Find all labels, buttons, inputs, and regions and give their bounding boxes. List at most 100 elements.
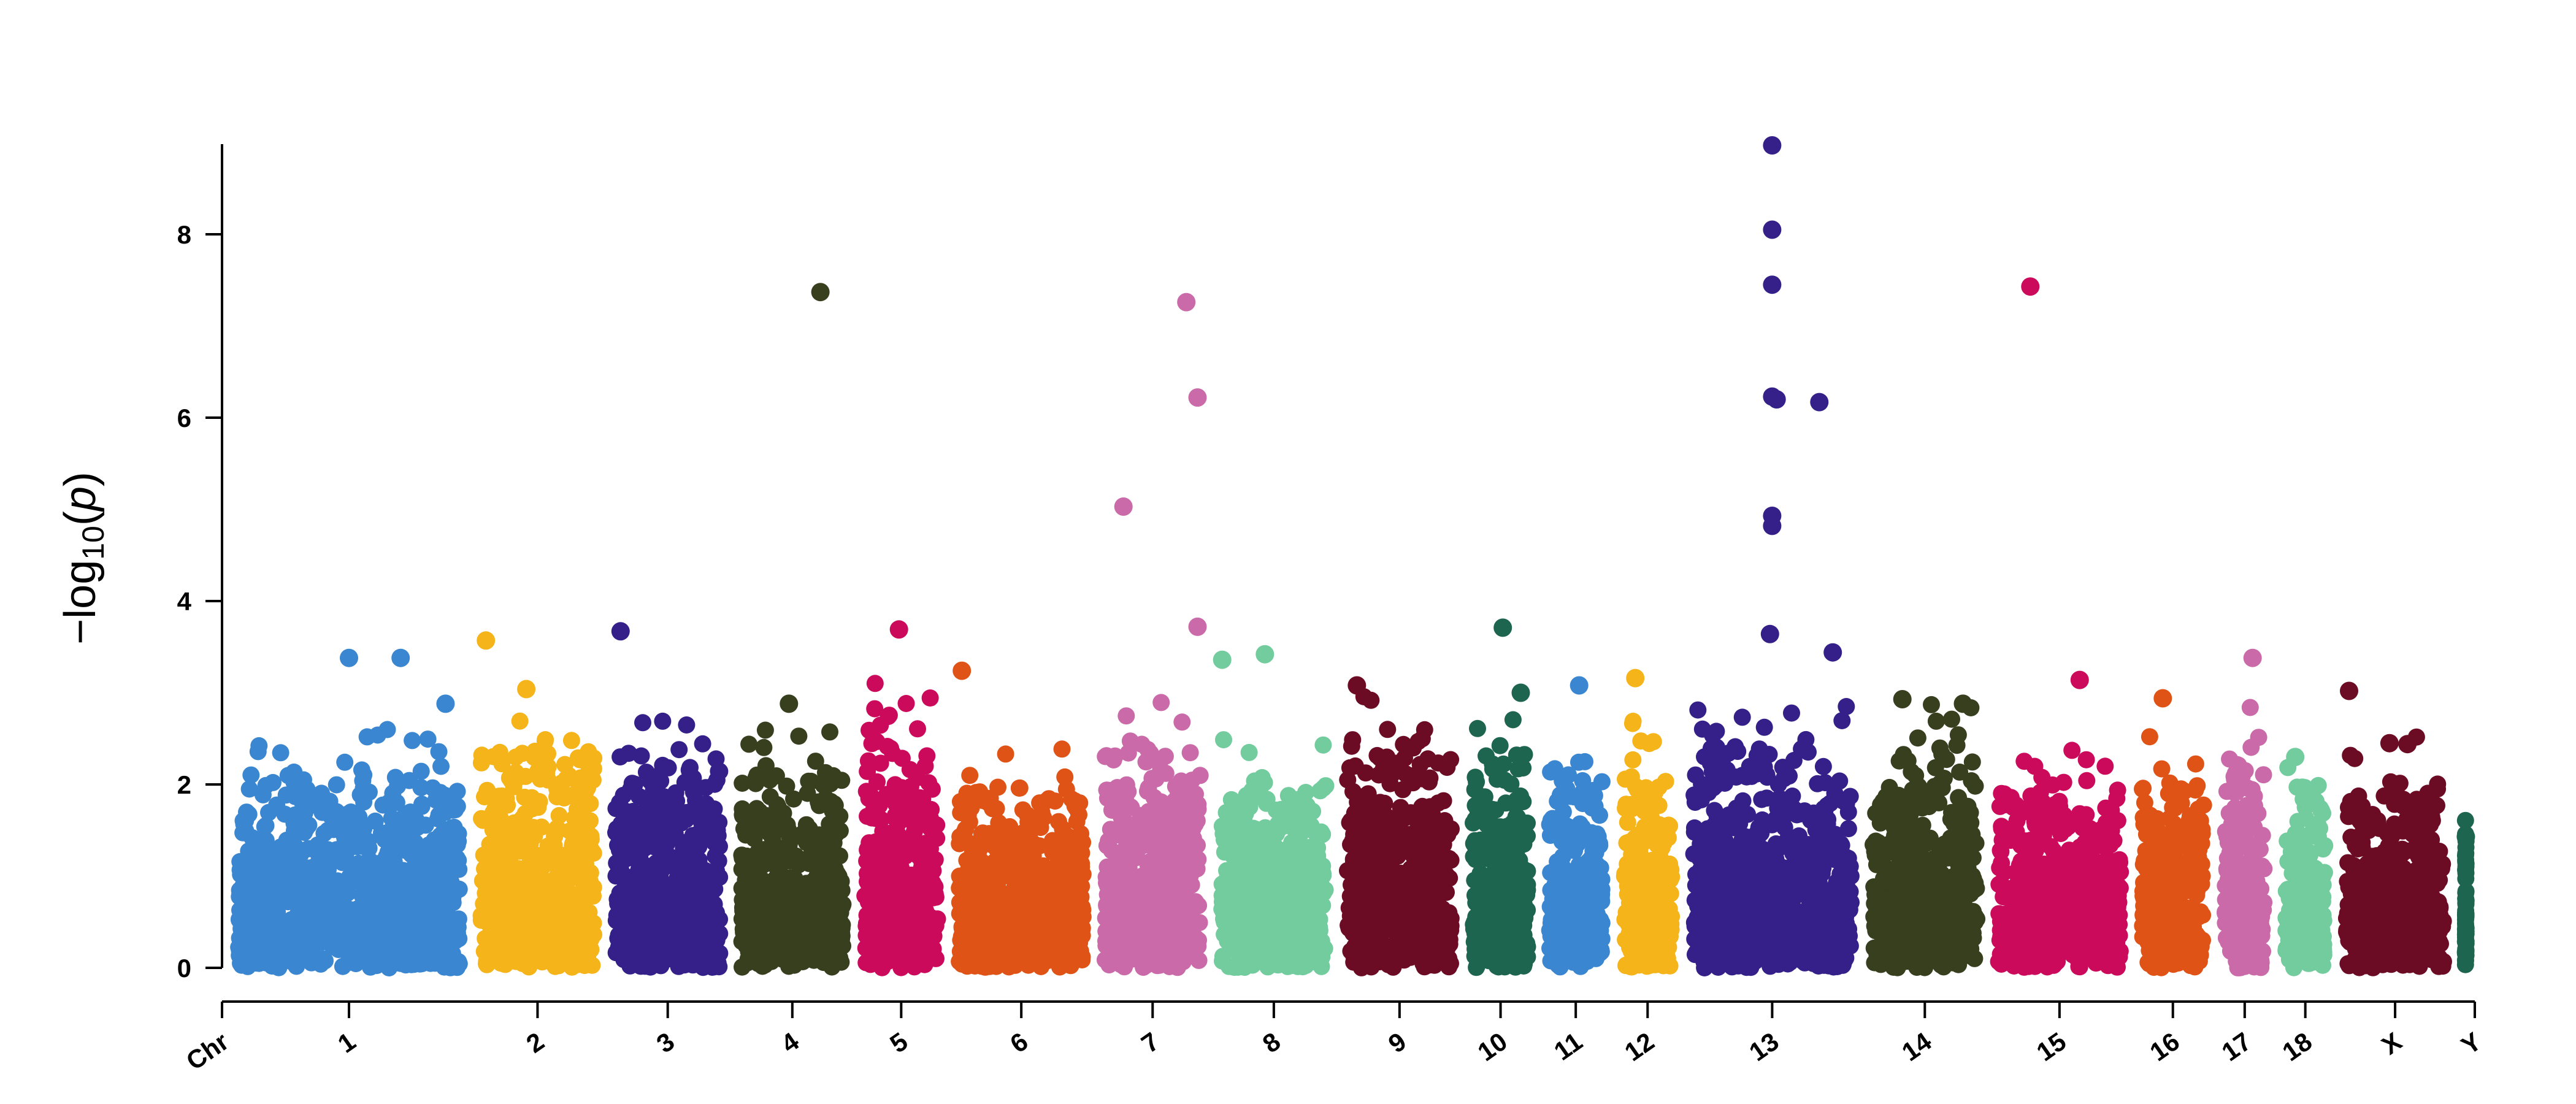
background-point [240,780,258,798]
background-point [780,949,798,967]
background-point [1191,767,1209,784]
background-point [987,800,1005,818]
background-point [623,910,640,927]
background-point [1003,910,1021,927]
background-point [913,841,930,859]
background-point [781,929,799,946]
background-point [393,917,411,935]
background-point [231,910,248,928]
background-point [250,737,268,754]
data-points [230,136,2475,976]
background-point [830,872,848,889]
background-point [1497,794,1515,812]
background-point [312,864,329,881]
background-point [1190,951,1208,969]
background-point [1114,882,1132,900]
background-point [540,842,558,860]
background-point [342,916,360,933]
background-point [883,939,900,957]
background-point [921,689,939,707]
background-point [450,851,467,869]
chromosome-8-points [1213,645,1335,976]
background-point [1406,924,1424,941]
background-point [678,716,696,734]
background-point [1274,867,1292,885]
background-point [1427,904,1445,922]
background-point [1434,924,1452,942]
background-point [534,857,551,875]
background-point [288,784,305,802]
background-point [355,780,372,797]
background-point [1314,736,1332,754]
background-point [654,712,672,730]
background-point [1257,827,1275,845]
background-point [1152,694,1170,711]
background-point [1380,847,1398,865]
chr-7-hit-4 [1188,617,1207,636]
background-point [1352,794,1370,812]
background-point [951,835,968,853]
background-point [610,822,627,840]
background-point [546,828,564,846]
background-point [1175,953,1192,970]
background-point [553,922,570,940]
background-point [255,938,272,956]
background-point [863,735,881,753]
background-point [499,949,517,967]
background-point [1058,827,1076,845]
background-point [487,810,504,828]
background-point [1362,691,1380,709]
background-point [297,819,315,837]
background-point [1168,918,1186,936]
background-point [432,757,450,775]
background-point [1304,802,1322,820]
background-point [388,867,406,885]
background-point [1071,794,1089,812]
background-point [1367,795,1385,813]
background-point [746,827,764,845]
background-point [1098,781,1116,799]
background-point [1313,885,1330,903]
background-point [293,803,310,821]
background-point [531,880,549,897]
background-point [1190,914,1208,932]
background-point [1167,934,1185,952]
background-point [1368,746,1386,764]
background-point [1487,879,1505,897]
background-point [886,776,904,794]
background-point [476,788,493,806]
background-point [1121,927,1139,945]
background-point [544,953,562,971]
background-point [657,905,675,922]
background-point [353,761,370,779]
background-point [1396,749,1413,767]
background-point [1284,885,1301,903]
background-point [959,806,977,824]
background-point [764,830,781,848]
background-point [821,815,838,833]
background-point [510,824,528,842]
background-point [1107,802,1125,819]
background-point [439,905,456,923]
background-point [740,735,758,753]
background-point [652,872,670,890]
background-point [922,908,940,926]
background-point [410,883,428,900]
background-point [821,911,838,929]
background-point [689,940,707,958]
chromosome-7-points [1096,293,1209,976]
background-point [797,816,815,834]
background-point [831,847,848,865]
background-point [1043,945,1060,962]
background-point [1181,744,1199,762]
background-point [672,814,690,832]
background-point [1239,873,1257,891]
background-point [242,766,260,784]
background-point [487,927,505,945]
background-point [315,824,333,842]
background-point [340,868,358,886]
background-point [1293,823,1311,841]
background-point [473,810,490,827]
background-point [499,869,516,886]
background-point [708,931,726,949]
